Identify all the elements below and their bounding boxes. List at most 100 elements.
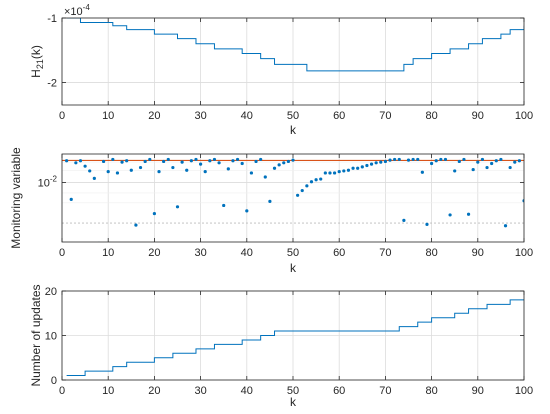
x-tick-label: 60 (333, 247, 345, 259)
data-point (231, 159, 235, 163)
x-tick-label: 80 (425, 110, 437, 122)
subplot-1: 0 10 20 30 40 50 60 70 80 90 100 -1 -2 k H21(k) ×10-4 (29, 3, 533, 137)
data-point (430, 161, 434, 166)
axis-exponent-label: ×10-4 (64, 3, 90, 18)
x-tick-label: 100 (515, 247, 533, 259)
x-tick-label: 50 (287, 110, 299, 122)
data-layer (62, 157, 524, 242)
y-tick-label: 20 (45, 286, 57, 298)
y-tick-label: 10 (45, 331, 57, 343)
x-tick-label: 50 (287, 385, 299, 397)
y-axis-label: Number of updates (29, 284, 43, 386)
data-point (416, 157, 420, 162)
data-point (494, 159, 498, 163)
data-point (185, 168, 189, 172)
data-point (171, 165, 175, 170)
y-axis-label-subscript: 21 (35, 59, 45, 69)
data-point (120, 160, 124, 164)
data-point (332, 171, 337, 175)
data-point (134, 223, 138, 227)
x-tick-label: 90 (472, 110, 484, 122)
data-point (65, 159, 69, 163)
data-point (480, 157, 485, 162)
x-tick-label: 70 (379, 110, 391, 122)
data-point (152, 211, 156, 216)
x-tick-label: 10 (102, 110, 114, 122)
subplot-3: 0 10 20 30 40 50 60 70 80 90 100 0 10 20 k Number of up… (29, 284, 533, 409)
data-point (305, 184, 309, 188)
series-line (66, 299, 524, 377)
y-tick-exponent: -2 (50, 174, 58, 183)
data-point (162, 159, 166, 164)
x-tick-label: 40 (241, 247, 253, 259)
data-point (485, 165, 489, 170)
data-point (217, 161, 221, 165)
data-point (328, 171, 332, 175)
data-point (111, 157, 115, 162)
data-point (83, 164, 87, 168)
data-point (175, 205, 180, 209)
x-tick-label: 80 (425, 385, 437, 397)
y-tick-label: -2 (47, 77, 57, 89)
data-point (245, 209, 249, 213)
data-point (393, 157, 397, 162)
data-point (291, 158, 295, 162)
data-point (180, 160, 184, 164)
data-point (369, 162, 374, 166)
data-point (259, 157, 263, 162)
data-point (157, 170, 161, 174)
x-tick-label: 100 (515, 385, 533, 397)
axis-exponent-power: -4 (83, 3, 91, 12)
x-tick-label: 30 (194, 385, 206, 397)
data-point (240, 161, 244, 166)
data-point (379, 160, 383, 164)
subplot-2: 0 10 20 30 40 50 60 70 80 90 100 10-2 k Monitoring va… (9, 147, 533, 275)
data-point (346, 168, 351, 172)
data-point (268, 199, 272, 203)
data-point (517, 159, 521, 163)
x-tick-label: 40 (241, 385, 253, 397)
data-point (457, 159, 461, 164)
x-tick-label: 20 (148, 110, 160, 122)
x-tick-label: 60 (333, 385, 345, 397)
x-tick-label: 90 (472, 247, 484, 259)
x-tick-label: 50 (287, 247, 299, 259)
data-point (148, 157, 152, 162)
data-point (263, 175, 267, 179)
y-axis-label-suffix: (k) (29, 45, 43, 59)
data-point (115, 171, 120, 175)
data-point (397, 157, 401, 162)
data-point (462, 157, 466, 162)
data-point (125, 159, 129, 163)
x-axis-label: k (290, 123, 297, 137)
data-layer (66, 18, 524, 72)
data-point (286, 159, 290, 164)
x-tick-label: 100 (515, 110, 533, 122)
data-point (194, 157, 198, 162)
x-tick-label: 0 (59, 110, 65, 122)
x-tick-label: 10 (102, 247, 114, 259)
data-point (277, 163, 281, 167)
data-point (88, 169, 92, 173)
data-point (235, 157, 240, 162)
data-point (254, 159, 258, 164)
data-point (208, 159, 212, 163)
y-tick-label: 10-2 (38, 174, 58, 189)
data-point (466, 212, 471, 216)
data-point (513, 160, 517, 164)
data-point (309, 180, 314, 184)
data-point (360, 165, 364, 169)
x-tick-label: 10 (102, 385, 114, 397)
data-point (226, 167, 230, 171)
data-point (143, 159, 147, 164)
x-tick-label: 70 (379, 247, 391, 259)
y-axis-label: Monitoring variable (9, 147, 23, 249)
data-point (323, 171, 327, 175)
y-axis-label: H21(k) (29, 45, 45, 78)
x-tick-label: 30 (194, 247, 206, 259)
data-point (342, 169, 346, 173)
data-point (138, 165, 143, 170)
data-point (356, 166, 360, 170)
data-point (508, 165, 512, 170)
